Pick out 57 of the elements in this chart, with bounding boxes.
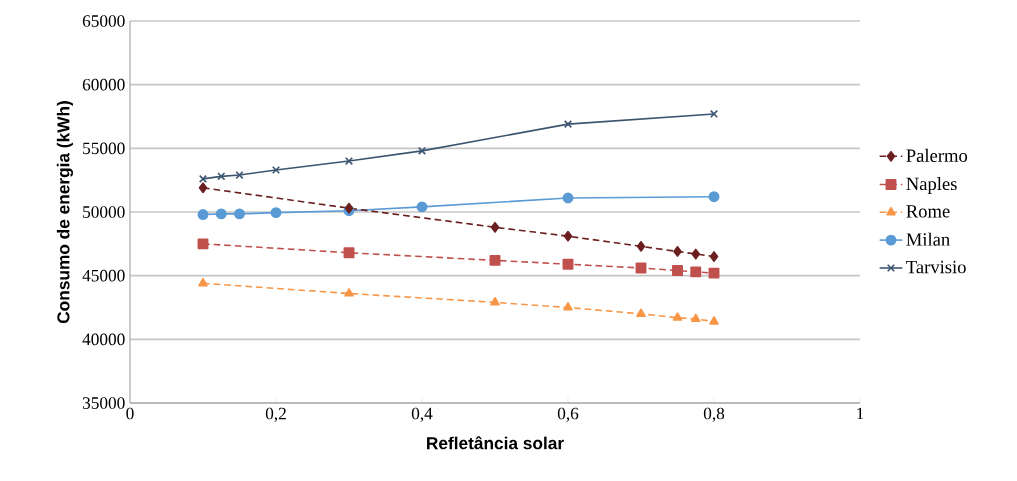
point bbox=[215, 208, 227, 220]
point bbox=[690, 313, 701, 323]
point bbox=[691, 248, 701, 260]
y-tick-label: 35000 bbox=[82, 397, 125, 409]
point bbox=[344, 156, 354, 166]
y-tick-label: 55000 bbox=[83, 142, 125, 155]
point bbox=[197, 209, 209, 220]
x-axis-title: Refletância solar bbox=[427, 436, 564, 450]
y-tick-label: 40000 bbox=[82, 333, 125, 346]
point bbox=[489, 254, 501, 266]
point bbox=[198, 182, 208, 194]
x-tick-label: 0 bbox=[126, 407, 134, 420]
x-tick-label: 1 bbox=[857, 407, 864, 420]
y-tick-label: 50000 bbox=[83, 206, 125, 218]
point bbox=[344, 288, 354, 297]
point bbox=[690, 266, 702, 278]
y-tick-label: 45000 bbox=[82, 269, 125, 282]
y-tick-label: 65000 bbox=[82, 15, 125, 27]
y-axis-title: Consumo de energia (kWh) bbox=[56, 101, 74, 324]
point bbox=[562, 192, 574, 204]
x-tick-label: 0,6 bbox=[557, 407, 579, 422]
legend-label: Palermo bbox=[906, 148, 968, 162]
point bbox=[271, 165, 281, 175]
legend-label: Naples bbox=[906, 177, 957, 194]
y-tick-label: 60000 bbox=[82, 78, 125, 91]
point bbox=[673, 246, 682, 257]
point bbox=[709, 316, 719, 325]
point bbox=[672, 312, 683, 321]
x-tick-label: 0,2 bbox=[265, 407, 286, 422]
point bbox=[490, 296, 500, 306]
point bbox=[417, 146, 427, 155]
point bbox=[198, 174, 208, 183]
point bbox=[636, 308, 646, 317]
point bbox=[563, 302, 573, 311]
point bbox=[708, 191, 720, 203]
point bbox=[343, 247, 355, 259]
point bbox=[563, 120, 573, 129]
point bbox=[562, 258, 574, 270]
point bbox=[197, 238, 209, 250]
legend-label: Rome bbox=[906, 205, 950, 218]
x-tick-label: 0,4 bbox=[411, 407, 433, 422]
point bbox=[416, 201, 428, 213]
point bbox=[235, 170, 244, 180]
point bbox=[709, 251, 719, 263]
point bbox=[672, 265, 683, 277]
point bbox=[490, 221, 500, 233]
point bbox=[234, 208, 245, 220]
point bbox=[636, 240, 646, 252]
point bbox=[217, 172, 226, 181]
point bbox=[270, 207, 282, 219]
point bbox=[563, 230, 573, 242]
x-tick-label: 0,8 bbox=[703, 407, 725, 422]
point bbox=[708, 267, 720, 279]
legend-label: Milan bbox=[906, 232, 950, 246]
point bbox=[709, 109, 719, 119]
legend-label: Tarvisio bbox=[906, 260, 966, 274]
point bbox=[198, 277, 208, 287]
